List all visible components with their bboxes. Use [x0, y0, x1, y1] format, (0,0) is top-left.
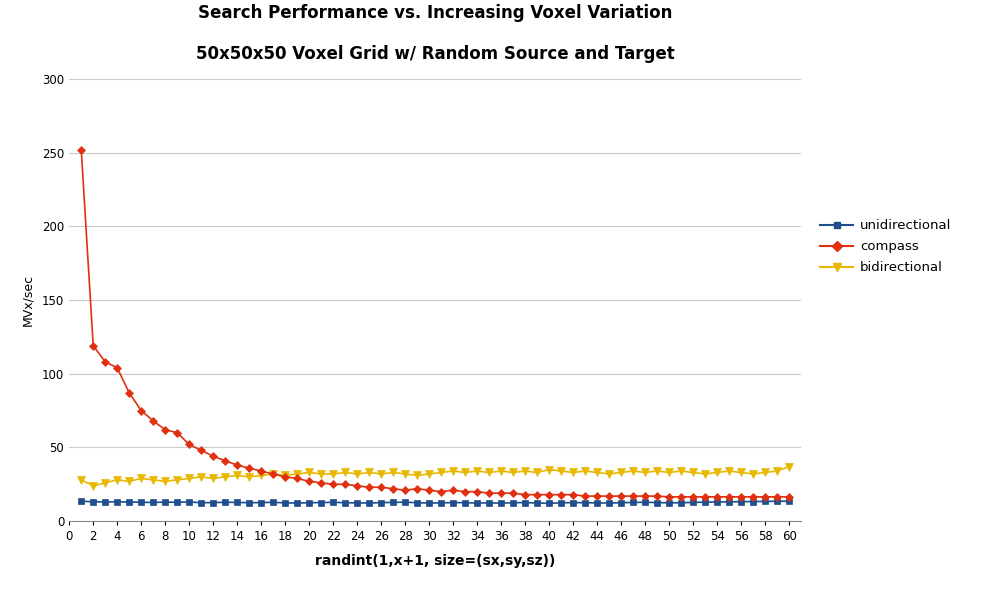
unidirectional — [519, 499, 531, 506]
bidirectional — [327, 470, 339, 478]
Line: unidirectional: unidirectional — [78, 498, 792, 507]
unidirectional — [543, 500, 555, 507]
unidirectional — [195, 499, 207, 507]
unidirectional — [279, 499, 291, 507]
compass — [304, 478, 315, 485]
bidirectional — [87, 482, 99, 490]
compass — [255, 467, 267, 474]
Legend: unidirectional, compass, bidirectional: unidirectional, compass, bidirectional — [815, 214, 956, 279]
bidirectional — [75, 476, 87, 484]
bidirectional — [208, 474, 220, 482]
compass — [195, 447, 207, 454]
compass — [279, 473, 291, 481]
compass — [315, 479, 327, 487]
unidirectional — [75, 498, 87, 505]
unidirectional — [255, 499, 267, 506]
bidirectional — [267, 470, 279, 478]
bidirectional — [531, 469, 543, 476]
unidirectional — [315, 499, 327, 506]
bidirectional — [315, 470, 327, 478]
Y-axis label: MVx/sec: MVx/sec — [21, 274, 34, 326]
X-axis label: randint(1,x+1, size=(sx,sy,sz)): randint(1,x+1, size=(sx,sy,sz)) — [315, 554, 556, 568]
compass — [664, 493, 675, 501]
Line: bidirectional: bidirectional — [77, 462, 793, 490]
bidirectional — [783, 463, 795, 470]
Line: compass: compass — [78, 147, 792, 500]
compass — [75, 146, 87, 153]
unidirectional — [304, 499, 315, 507]
bidirectional — [291, 470, 303, 478]
unidirectional — [783, 498, 795, 505]
Title: Search Performance vs. Increasing Voxel Variation

50x50x50 Voxel Grid w/ Random: Search Performance vs. Increasing Voxel … — [196, 4, 674, 64]
compass — [783, 493, 795, 501]
compass — [519, 491, 531, 498]
